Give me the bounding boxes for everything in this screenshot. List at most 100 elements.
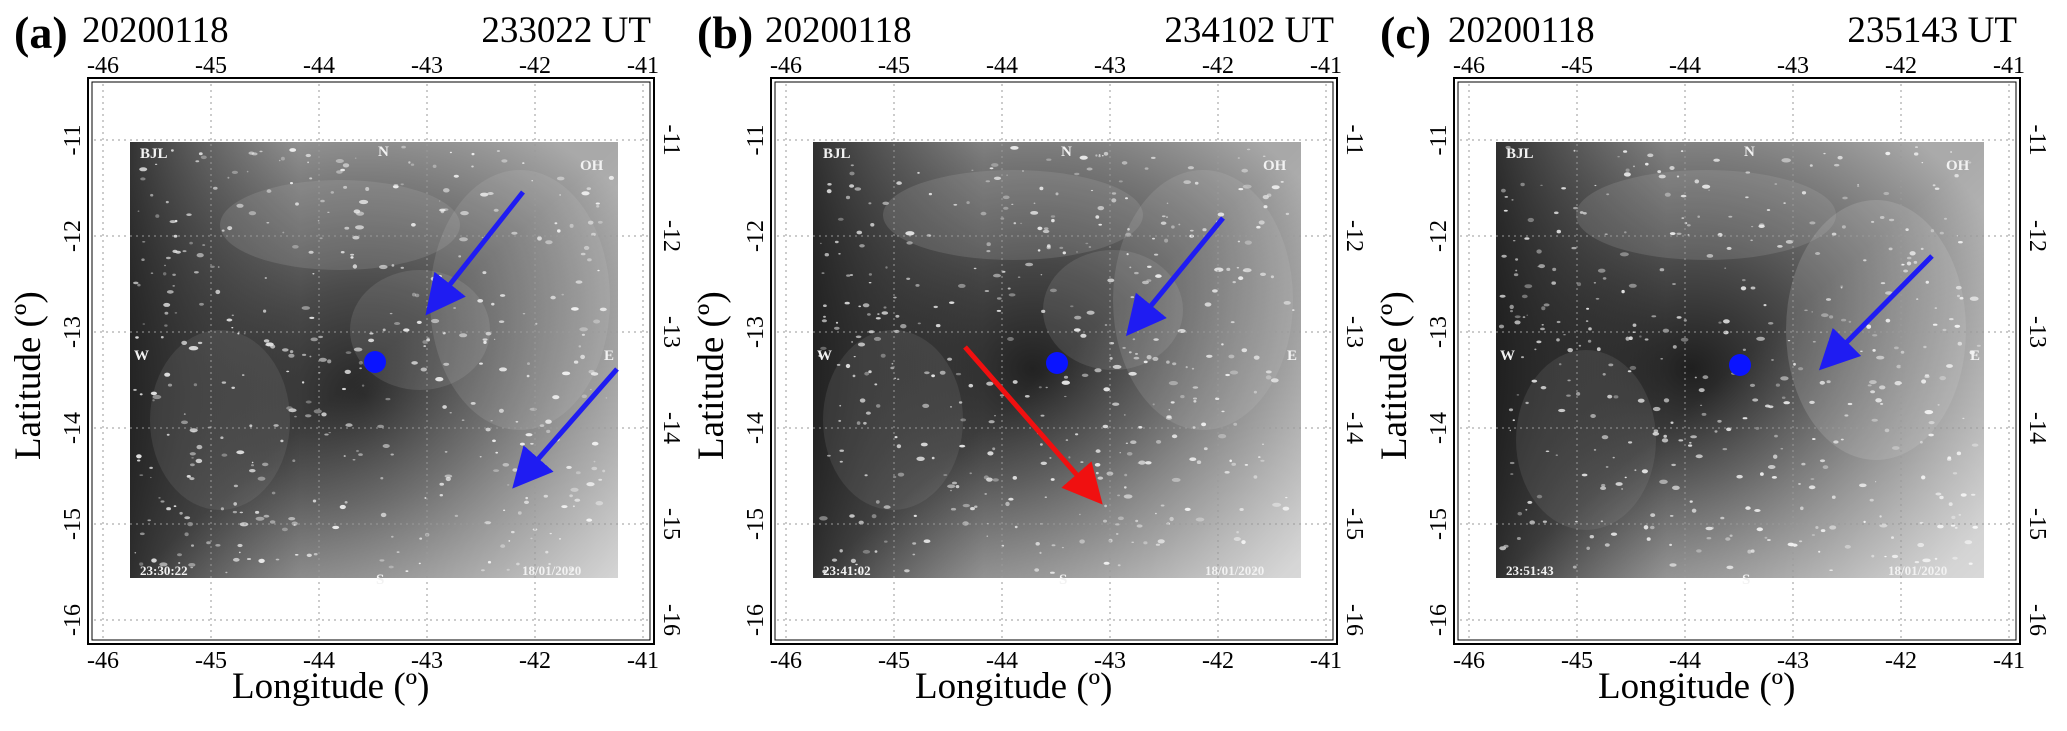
star-speckle [1050,571,1055,574]
star-speckle [342,387,346,391]
star-speckle [1863,259,1867,262]
star-speckle [1894,381,1902,386]
x-tick-label-bottom: -46 [87,648,119,674]
star-speckle [1572,565,1577,569]
star-speckle [1118,180,1123,183]
star-speckle [986,250,991,253]
star-speckle [445,476,451,482]
star-speckle [1696,549,1702,553]
star-speckle [1086,310,1095,315]
star-speckle [160,500,165,503]
star-speckle [1040,461,1047,465]
star-speckle [231,327,234,329]
star-speckle [1007,337,1014,341]
star-speckle [400,183,404,186]
star-speckle [1124,473,1128,477]
star-speckle [1586,546,1590,550]
image-time-label: 23:51:43 [1506,563,1554,578]
y-tick-label-right: -13 [1341,316,1367,348]
star-speckle [1101,155,1104,157]
zenith-marker [364,351,386,373]
star-speckle [391,264,395,267]
star-speckle [556,176,565,181]
star-speckle [1755,426,1760,430]
star-speckle [1924,374,1930,377]
star-speckle [868,330,875,334]
star-speckle [280,156,285,161]
star-speckle [498,408,504,413]
star-speckle [356,449,359,453]
star-speckle [1652,406,1661,412]
star-speckle [305,153,311,158]
star-speckle [1261,443,1265,445]
star-speckle [1601,435,1609,440]
star-speckle [255,510,260,514]
star-speckle [139,474,144,476]
star-speckle [142,241,146,243]
star-speckle [573,360,579,364]
star-speckle [1829,525,1837,530]
star-speckle [266,189,272,193]
star-speckle [1767,539,1771,541]
star-speckle [305,414,312,418]
star-speckle [874,383,878,386]
star-speckle [1555,454,1558,456]
star-speckle [1192,426,1196,429]
star-speckle [1543,303,1550,307]
star-speckle [1130,440,1137,445]
star-speckle [1039,551,1042,555]
star-speckle [1621,488,1623,490]
star-speckle [1593,448,1597,451]
star-speckle [227,176,230,179]
star-speckle [355,225,364,230]
star-speckle [1265,370,1272,374]
star-speckle [1168,409,1170,411]
star-speckle [1061,380,1070,385]
star-speckle [865,411,871,415]
panel-date: 20200118 [82,10,229,51]
star-speckle [1155,274,1162,278]
star-speckle [1585,320,1589,322]
compass-north: N [378,144,389,160]
star-speckle [1811,311,1813,313]
star-speckle [210,265,215,268]
star-speckle [1246,148,1251,151]
star-speckle [597,220,603,224]
star-speckle [215,544,221,547]
star-speckle [270,344,276,349]
star-speckle [1860,350,1863,352]
star-speckle [134,552,137,554]
star-speckle [1714,430,1718,433]
star-speckle [164,372,171,377]
star-speckle [1515,258,1519,261]
star-speckle [294,415,297,418]
star-speckle [1663,398,1670,403]
star-speckle [1604,233,1608,235]
star-speckle [1125,442,1129,444]
star-speckle [1115,523,1120,526]
star-speckle [141,258,145,262]
star-speckle [1920,440,1923,444]
star-speckle [1844,414,1849,417]
star-speckle [1651,315,1657,318]
star-speckle [379,264,388,270]
star-speckle [1751,225,1754,228]
star-speckle [1003,206,1009,210]
star-speckle [308,250,314,254]
star-speckle [1809,164,1813,167]
star-speckle [479,456,482,458]
star-speckle [1567,379,1571,382]
star-speckle [1014,525,1018,529]
y-tick-label-right: -16 [658,604,684,636]
star-speckle [1831,495,1836,499]
star-speckle [1075,433,1079,436]
star-speckle [1742,348,1746,351]
star-speckle [959,444,966,448]
star-speckle [1129,266,1132,269]
star-speckle [493,208,499,212]
star-speckle [1160,504,1165,507]
star-speckle [309,316,315,319]
star-speckle [1801,462,1806,466]
star-speckle [1815,252,1821,255]
star-speckle [1285,496,1288,499]
